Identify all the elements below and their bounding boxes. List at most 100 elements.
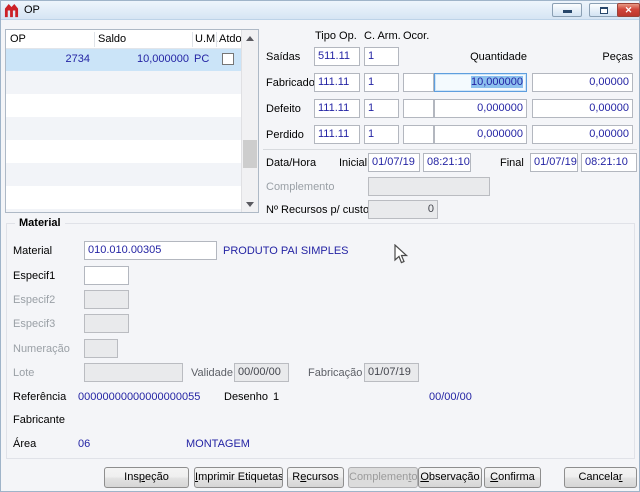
scroll-up-button[interactable]: [242, 30, 258, 46]
material-group-legend: Material: [15, 217, 65, 229]
inicial-date-field[interactable]: 01/07/19: [368, 153, 420, 172]
header-ocor: Ocor.: [403, 30, 430, 42]
header-pecas: Peças: [602, 51, 633, 63]
complemento-field: [368, 177, 490, 196]
referencia-label: Referência: [13, 391, 67, 403]
column-divider: [94, 32, 95, 47]
op-table: OP Saldo U.M. Atdo. 2734 10,000000 PC: [5, 29, 259, 213]
saidas-c-arm-field[interactable]: 1: [364, 47, 399, 66]
close-button[interactable]: ✕: [617, 3, 640, 17]
scroll-down-button[interactable]: [242, 196, 258, 212]
empty-rows: [6, 71, 241, 212]
selected-text: 10,000000: [471, 76, 523, 88]
especif2-field: [84, 290, 129, 309]
header-c-arm: C. Arm.: [364, 30, 401, 42]
op-table-header: OP Saldo U.M. Atdo.: [6, 30, 245, 49]
referencia-value: 00000000000000000055: [78, 391, 201, 403]
validade-label: Validade: [191, 367, 233, 379]
divider: [263, 149, 637, 150]
numeracao-label: Numeração: [13, 343, 70, 355]
material-code-field[interactable]: 010.010.00305: [84, 241, 217, 260]
perdido-ocor-field[interactable]: [403, 125, 434, 144]
saidas-tipo-op-field[interactable]: 511.11: [314, 47, 360, 66]
especif3-label: Especif3: [13, 318, 56, 330]
app-icon: [4, 3, 19, 18]
fabricado-c-arm-field[interactable]: 1: [364, 73, 399, 92]
scrollbar-thumb[interactable]: [243, 140, 257, 168]
lote-field: [84, 363, 183, 382]
defeito-pecas-field[interactable]: 0,00000: [532, 99, 633, 118]
area-name: MONTAGEM: [186, 438, 250, 450]
especif2-label: Especif2: [13, 294, 56, 306]
inicial-label: Inicial: [339, 157, 368, 169]
fabricado-pecas-field[interactable]: 0,00000: [532, 73, 633, 92]
column-header-op[interactable]: OP: [10, 33, 26, 45]
defeito-label: Defeito: [266, 103, 301, 115]
fabricado-tipo-op-field[interactable]: 111.11: [314, 73, 360, 92]
fabricante-label: Fabricante: [13, 414, 65, 426]
perdido-label: Perdido: [266, 129, 304, 141]
fabricacao-field: 01/07/19: [364, 363, 419, 382]
recursos-button[interactable]: Recursos: [287, 467, 344, 488]
final-label: Final: [500, 157, 524, 169]
maximize-button[interactable]: [589, 3, 619, 17]
perdido-quantidade-field[interactable]: 0,000000: [434, 125, 527, 144]
defeito-tipo-op-field[interactable]: 111.11: [314, 99, 360, 118]
op-cell-saldo: 10,000000: [137, 53, 189, 65]
material-label: Material: [13, 245, 53, 257]
observacao-button[interactable]: Observação: [418, 467, 482, 488]
desenho-value: 1: [273, 391, 280, 403]
inspecao-button[interactable]: Inspeção: [104, 467, 189, 488]
maximize-icon: [600, 7, 608, 14]
fabricado-ocor-field[interactable]: [403, 73, 434, 92]
n-recursos-label: Nº Recursos p/ custos: [266, 204, 375, 216]
perdido-tipo-op-field[interactable]: 111.11: [314, 125, 360, 144]
cancelar-button[interactable]: Cancelar: [564, 467, 637, 488]
area-label: Área: [13, 438, 37, 450]
inicial-time-field[interactable]: 08:21:10: [423, 153, 471, 172]
column-divider: [192, 32, 193, 47]
material-description: PRODUTO PAI SIMPLES: [223, 245, 349, 257]
final-time-field[interactable]: 08:21:10: [581, 153, 637, 172]
numeracao-field: [84, 339, 118, 358]
header-tipo-op: Tipo Op.: [315, 30, 357, 42]
area-code: 06: [78, 438, 91, 450]
defeito-ocor-field[interactable]: [403, 99, 434, 118]
table-scrollbar[interactable]: [241, 30, 258, 212]
fabricado-label: Fabricado: [266, 77, 315, 89]
header-quantidade: Quantidade: [470, 51, 527, 63]
especif3-field: [84, 314, 129, 333]
defeito-quantidade-field[interactable]: 0,000000: [434, 99, 527, 118]
fabricado-quantidade-field[interactable]: 10,000000: [434, 73, 527, 92]
referencia-date: 00/00/00: [429, 391, 472, 403]
n-recursos-field: 0: [368, 200, 438, 219]
column-divider: [216, 32, 217, 47]
column-header-atdo[interactable]: Atdo.: [219, 33, 245, 45]
material-group: Material: [6, 217, 635, 459]
op-cell-um: PC: [194, 53, 210, 65]
perdido-c-arm-field[interactable]: 1: [364, 125, 399, 144]
column-header-um[interactable]: U.M.: [195, 33, 219, 45]
final-date-field[interactable]: 01/07/19: [530, 153, 578, 172]
confirma-button[interactable]: Confirma: [484, 467, 541, 488]
minimize-button[interactable]: [552, 3, 582, 17]
especif1-label: Especif1: [13, 270, 56, 282]
scroll-down-icon: [246, 202, 254, 207]
desenho-label: Desenho: [224, 391, 269, 403]
perdido-pecas-field[interactable]: 0,00000: [532, 125, 633, 144]
saidas-label: Saídas: [266, 51, 301, 63]
op-row-selected[interactable]: 2734 10,000000 PC: [6, 49, 241, 71]
scroll-up-icon: [246, 36, 254, 41]
title-bar: OP ✕: [1, 1, 640, 20]
minimize-icon: [563, 10, 572, 13]
window-title: OP: [24, 4, 40, 16]
lote-label: Lote: [13, 367, 35, 379]
atdo-checkbox[interactable]: [222, 53, 234, 65]
column-header-saldo[interactable]: Saldo: [98, 33, 127, 45]
defeito-c-arm-field[interactable]: 1: [364, 99, 399, 118]
validade-field: 00/00/00: [234, 363, 289, 382]
imprimir-etiquetas-button[interactable]: Imprimir Etiquetas: [194, 467, 283, 488]
op-cell-number: 2734: [65, 53, 90, 65]
especif1-field[interactable]: [84, 266, 129, 285]
complementos-button: Complementos: [348, 467, 418, 488]
